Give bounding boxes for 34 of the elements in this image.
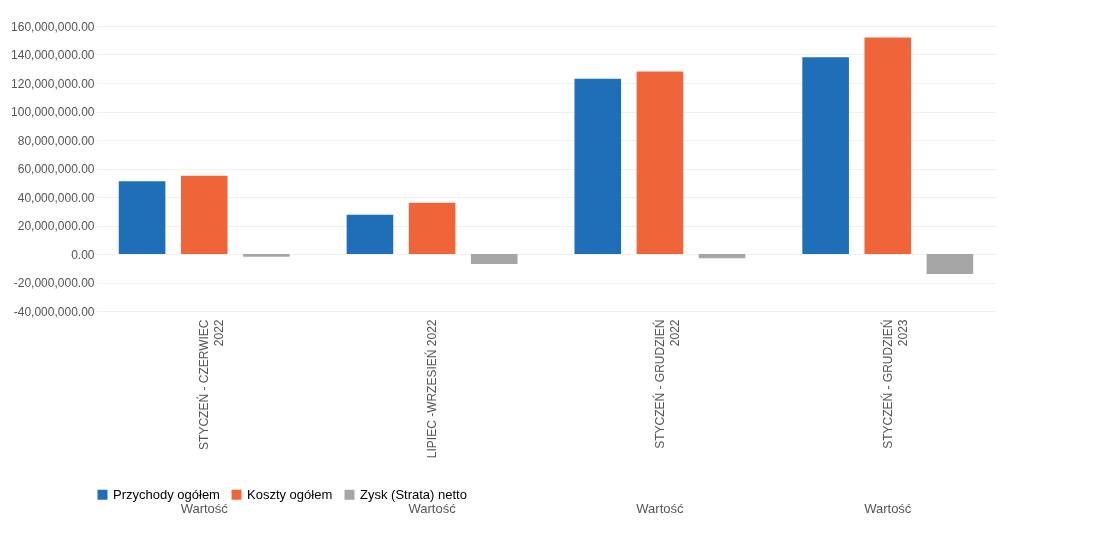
y-tick-label: 120,000,000.00 [11,76,95,91]
legend-label: Przychody ogółem [113,486,220,502]
x-tick-label: LIPIEC -WRZESIEŃ 2022 [424,319,440,459]
text: Wartość [864,501,912,516]
y-tick-label: 0.00 [71,247,95,262]
y-tick-label: 40,000,000.00 [17,190,95,205]
legend-label: Koszty ogółem [247,486,333,502]
text: Wartość [180,501,229,516]
bar [698,254,746,259]
y-tick-label: 100,000,000.00 [11,105,95,119]
y-tick-label: 80,000,000.00 [17,133,95,148]
y-tick-label: -40,000,000.00 [13,304,95,319]
x-tick-label: STYCZEŃ - GRUDZIEŃ 2023 [879,319,910,449]
y-tick-label: 140,000,000.00 [11,48,95,62]
bar [180,175,228,254]
bar [346,214,394,254]
legend-label: Zysk (Strata) netto [360,486,467,502]
bar [802,57,849,254]
y-tick-label: 160,000,000.00 [11,19,95,34]
y-tick-label: 60,000,000.00 [17,162,95,176]
bar [408,202,456,254]
y-tick-label: 20,000,000.00 [17,219,95,233]
x-tick-label: STYCZEŃ - GRUDZIEŃ 2022 [651,319,682,449]
bar [470,254,518,264]
y-tick-label: -20,000,000.00 [13,276,95,290]
x-tick-label: STYCZEŃ - CZERWIEC 2022 [196,319,227,450]
bar [864,37,912,254]
bar [574,78,622,254]
text: Wartość [636,501,685,516]
bar [118,181,166,254]
text: Wartość [408,501,457,516]
bar [243,254,290,257]
bar [636,71,684,254]
bar [926,254,974,274]
